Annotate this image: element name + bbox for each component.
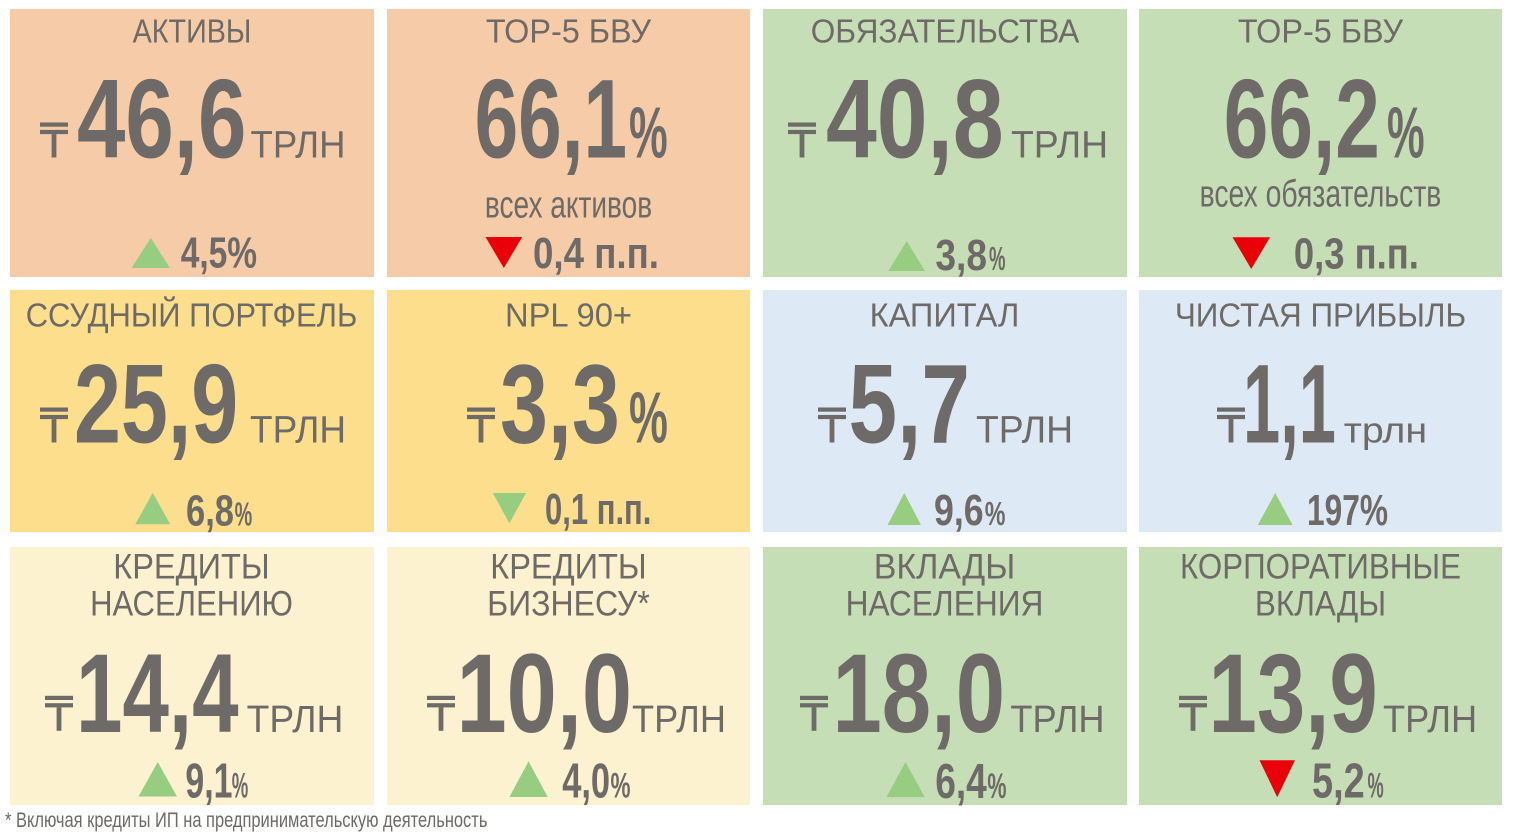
svg-text:0,1 п.п.: 0,1 п.п. — [545, 485, 651, 534]
svg-text:3,3: 3,3 — [500, 342, 620, 467]
svg-text:14,4: 14,4 — [76, 631, 239, 756]
svg-text:NPL 90+: NPL 90+ — [505, 297, 632, 335]
svg-text:всех обязательств: всех обязательств — [1200, 174, 1442, 216]
svg-text:ВКЛАДЫ: ВКЛАДЫ — [1255, 585, 1386, 624]
svg-text:АКТИВЫ: АКТИВЫ — [133, 13, 252, 51]
svg-text:66,2: 66,2 — [1224, 57, 1380, 182]
svg-text:ТРЛН: ТРЛН — [976, 410, 1073, 452]
svg-text:13,9: 13,9 — [1209, 631, 1378, 756]
svg-text:4,0: 4,0 — [562, 755, 610, 809]
svg-text:КРЕДИТЫ: КРЕДИТЫ — [113, 548, 270, 587]
svg-text:КОРПОРАТИВНЫЕ: КОРПОРАТИВНЫЕ — [1180, 548, 1461, 587]
svg-text:ТРЛН: ТРЛН — [1011, 125, 1108, 167]
svg-text:%: % — [232, 766, 249, 805]
svg-text:%: % — [235, 495, 253, 532]
svg-text:1,1: 1,1 — [1243, 342, 1336, 467]
svg-text:4,5%: 4,5% — [181, 229, 257, 278]
svg-text:ТРЛН: ТРЛН — [1010, 699, 1104, 741]
svg-text:6,4: 6,4 — [935, 755, 987, 809]
svg-text:ТОР-5 БВУ: ТОР-5 БВУ — [486, 13, 652, 51]
svg-text:ССУДНЫЙ ПОРТФЕЛЬ: ССУДНЫЙ ПОРТФЕЛЬ — [26, 297, 358, 335]
svg-text:46,6: 46,6 — [77, 57, 246, 182]
svg-text:5,2: 5,2 — [1312, 755, 1365, 809]
svg-text:66,1: 66,1 — [475, 57, 627, 182]
svg-text:ТРЛН: ТРЛН — [632, 699, 726, 741]
svg-text:%: % — [629, 94, 668, 174]
svg-text:трлн: трлн — [1344, 410, 1427, 451]
svg-text:197%: 197% — [1307, 486, 1388, 535]
svg-text:40,8: 40,8 — [826, 57, 1004, 182]
svg-text:КРЕДИТЫ: КРЕДИТЫ — [490, 548, 647, 587]
svg-text:9,1: 9,1 — [185, 754, 232, 808]
svg-text:25,9: 25,9 — [74, 342, 238, 467]
svg-text:ТРЛН: ТРЛН — [1383, 699, 1477, 741]
svg-text:НАСЕЛЕНИЯ: НАСЕЛЕНИЯ — [846, 585, 1044, 624]
svg-text:НАСЕЛЕНИЮ: НАСЕЛЕНИЮ — [90, 585, 293, 624]
svg-text:%: % — [629, 379, 668, 459]
svg-text:ТОР-5 БВУ: ТОР-5 БВУ — [1238, 13, 1404, 51]
svg-text:* Включая кредиты ИП на предпр: * Включая кредиты ИП на предпринимательс… — [5, 808, 487, 832]
svg-text:%: % — [985, 495, 1006, 532]
svg-text:КАПИТАЛ: КАПИТАЛ — [870, 297, 1020, 335]
svg-text:%: % — [1387, 94, 1425, 174]
svg-text:18,0: 18,0 — [833, 631, 1006, 756]
svg-text:БИЗНЕСУ*: БИЗНЕСУ* — [487, 585, 650, 624]
svg-text:%: % — [1368, 767, 1384, 806]
svg-text:ТРЛН: ТРЛН — [247, 699, 344, 741]
svg-text:0,4 п.п.: 0,4 п.п. — [533, 229, 659, 278]
svg-text:5,7: 5,7 — [849, 342, 970, 467]
svg-text:9,6: 9,6 — [934, 486, 984, 535]
svg-text:%: % — [989, 240, 1006, 277]
svg-text:всех активов: всех активов — [485, 185, 652, 227]
svg-text:ЧИСТАЯ ПРИБЫЛЬ: ЧИСТАЯ ПРИБЫЛЬ — [1175, 297, 1466, 335]
svg-text:%: % — [987, 767, 1006, 806]
svg-text:ВКЛАДЫ: ВКЛАДЫ — [874, 548, 1016, 587]
svg-text:ОБЯЗАТЕЛЬСТВА: ОБЯЗАТЕЛЬСТВА — [811, 13, 1080, 51]
svg-text:%: % — [611, 767, 631, 806]
svg-text:6,8: 6,8 — [186, 486, 234, 535]
svg-text:3,8: 3,8 — [935, 231, 987, 280]
svg-text:10,0: 10,0 — [457, 631, 633, 756]
svg-text:ТРЛН: ТРЛН — [250, 410, 346, 452]
svg-text:ТРЛН: ТРЛН — [251, 125, 346, 167]
svg-text:0,3 п.п.: 0,3 п.п. — [1294, 230, 1419, 279]
